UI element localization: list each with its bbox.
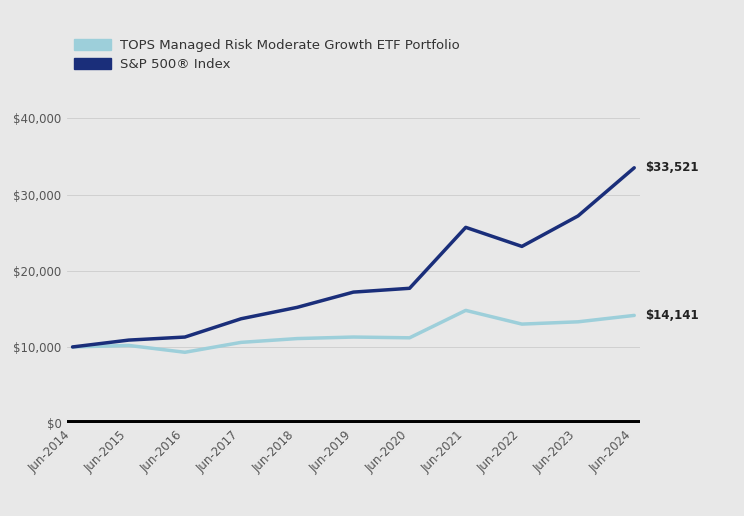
Text: $33,521: $33,521 bbox=[646, 162, 699, 174]
Text: $14,141: $14,141 bbox=[646, 309, 699, 322]
Legend: TOPS Managed Risk Moderate Growth ETF Portfolio, S&P 500® Index: TOPS Managed Risk Moderate Growth ETF Po… bbox=[74, 39, 460, 71]
